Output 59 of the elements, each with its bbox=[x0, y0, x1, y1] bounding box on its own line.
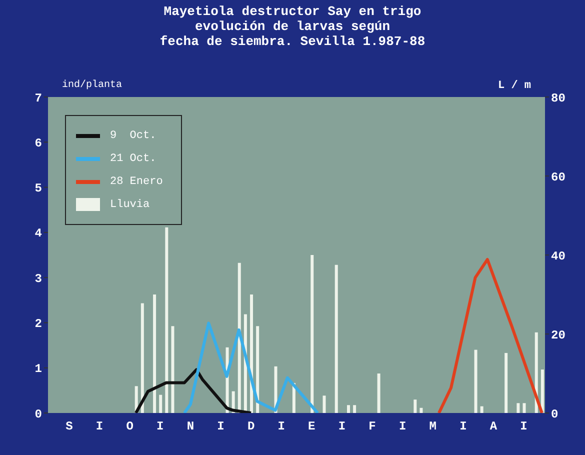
bar bbox=[171, 326, 174, 413]
bar bbox=[256, 326, 260, 413]
bar bbox=[414, 400, 417, 413]
x-tick-label: I bbox=[217, 420, 224, 434]
y2-tick-label: 20 bbox=[551, 328, 566, 342]
x-tick-label: O bbox=[126, 420, 134, 434]
x-tick-label: F bbox=[368, 420, 376, 434]
y-tick-label: 0 bbox=[34, 407, 42, 422]
x-tick-label: D bbox=[247, 420, 255, 434]
legend-label: 9 Oct. bbox=[110, 130, 156, 142]
y2-axis-title: L / m bbox=[498, 80, 532, 92]
x-tick-label: I bbox=[156, 420, 164, 434]
y-tick-label: 2 bbox=[34, 316, 42, 331]
y2-tick-label: 40 bbox=[551, 249, 566, 264]
x-tick-label: I bbox=[460, 420, 467, 434]
x-tick-label: I bbox=[338, 420, 346, 434]
bar bbox=[480, 406, 484, 413]
line-series bbox=[437, 258, 544, 413]
y-tick-label: 3 bbox=[34, 272, 42, 286]
y2-tick-label: 80 bbox=[551, 91, 566, 106]
y-axis-title: ind/planta bbox=[62, 80, 122, 91]
bar bbox=[504, 352, 508, 413]
bar bbox=[334, 264, 338, 413]
bar bbox=[346, 405, 350, 413]
x-tick-label: N bbox=[186, 420, 194, 434]
x-tick-label: S bbox=[66, 420, 73, 434]
legend-label: 28 Enero bbox=[110, 176, 163, 188]
y2-tick-label: 60 bbox=[551, 170, 566, 184]
legend-label: 21 Oct. bbox=[110, 152, 156, 164]
bar bbox=[522, 403, 526, 413]
legend-label: Lluvia bbox=[110, 198, 150, 210]
x-tick-label: I bbox=[96, 420, 104, 434]
bar bbox=[159, 394, 162, 413]
x-tick-label: I bbox=[520, 420, 528, 434]
bar bbox=[310, 255, 314, 413]
y-tick-label: 4 bbox=[34, 226, 42, 241]
chart-title: Mayetiola destructor Say en trigo evolución de larvas según fecha de siembra. Sevilla 1.987-88 bbox=[158, 4, 426, 49]
bar bbox=[153, 294, 156, 413]
bar bbox=[165, 227, 168, 413]
y-tick-label: 1 bbox=[34, 362, 42, 376]
bar bbox=[420, 408, 423, 413]
bar bbox=[474, 350, 478, 413]
x-tick-label: I bbox=[278, 420, 285, 434]
x-tick-label: M bbox=[429, 420, 436, 434]
y-tick-label: 6 bbox=[34, 136, 42, 150]
y-tick-label: 7 bbox=[34, 91, 42, 106]
line-series bbox=[134, 368, 253, 413]
bar bbox=[353, 405, 356, 413]
bar bbox=[516, 403, 520, 413]
x-tick-label: E bbox=[308, 420, 316, 434]
bar bbox=[377, 374, 380, 413]
bar bbox=[140, 303, 144, 413]
bar bbox=[540, 370, 544, 413]
y-tick-label: 5 bbox=[34, 182, 42, 196]
x-tick-label: A bbox=[490, 420, 498, 434]
bar bbox=[322, 396, 326, 413]
x-tick-label: I bbox=[398, 420, 406, 434]
y2-tick-label: 0 bbox=[551, 407, 558, 422]
line-series bbox=[182, 322, 320, 413]
